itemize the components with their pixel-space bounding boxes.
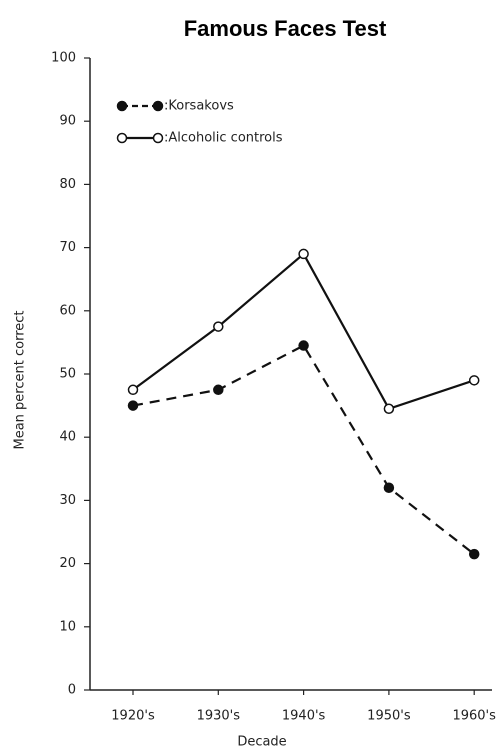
x-tick-label: 1930's [197, 709, 241, 724]
x-tick-label: 1960's [452, 709, 496, 724]
data-point [383, 403, 395, 415]
y-tick-label: 40 [59, 430, 76, 445]
y-tick-label: 80 [59, 177, 76, 192]
y-tick-label: 20 [59, 556, 76, 571]
legend-marker [116, 100, 128, 112]
y-tick-label: 10 [59, 619, 76, 634]
x-tick-label: 1940's [282, 709, 326, 724]
legend-label: :Alcoholic controls [164, 131, 283, 146]
data-point [127, 384, 139, 396]
y-tick-label: 70 [59, 240, 76, 255]
y-tick-label: 60 [59, 303, 76, 318]
chart-title: Famous Faces Test [184, 16, 387, 41]
data-point [213, 384, 224, 396]
data-point [468, 375, 480, 386]
y-axis-label: Mean percent correct [13, 311, 28, 450]
y-tick-label: 30 [59, 493, 76, 508]
x-tick-label: 1920's [111, 709, 155, 724]
data-point [298, 248, 309, 260]
y-tick-label: 100 [51, 51, 76, 66]
data-point [383, 482, 395, 494]
data-point [298, 340, 309, 351]
y-tick-label: 90 [59, 114, 76, 129]
data-point [127, 400, 139, 411]
series-line [132, 252, 475, 411]
data-point [468, 548, 480, 560]
series-line [132, 344, 475, 555]
legend-label: :Korsakovs [164, 99, 234, 114]
y-tick-label: 0 [68, 683, 76, 698]
legend-marker [116, 132, 128, 144]
legend-marker [152, 100, 164, 112]
x-tick-label: 1950's [367, 709, 411, 724]
x-axis-label: Decade [237, 735, 286, 750]
y-tick-label: 50 [59, 367, 76, 382]
data-point [213, 321, 224, 332]
legend-marker [152, 132, 164, 144]
